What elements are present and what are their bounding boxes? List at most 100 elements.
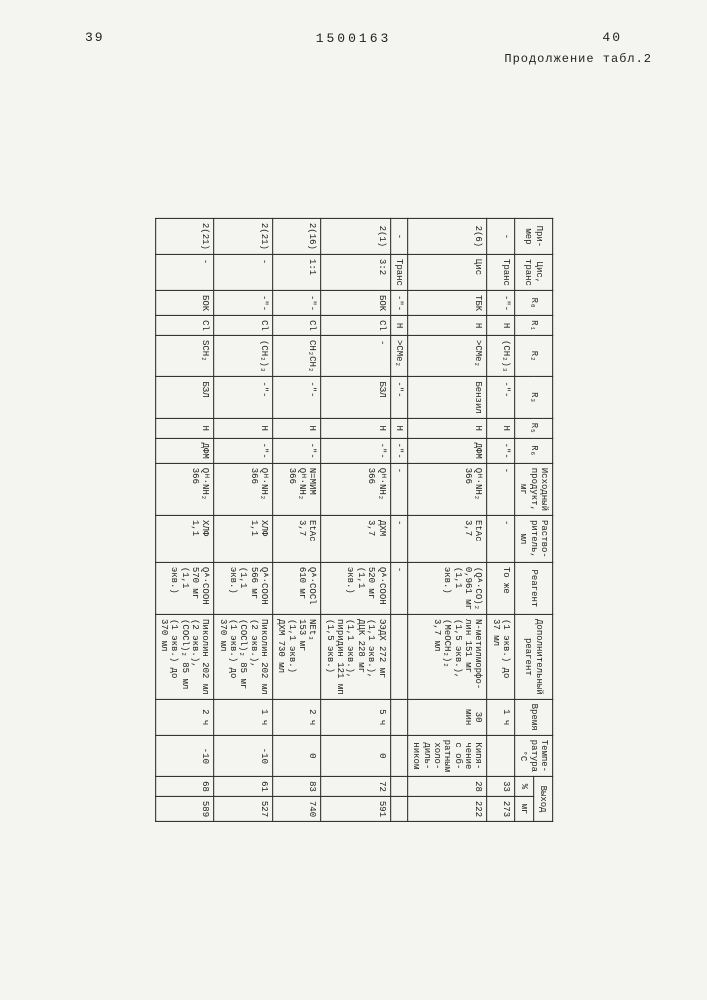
cell-vrem: 5 ч bbox=[321, 699, 390, 735]
cell-r5: H bbox=[155, 418, 214, 438]
cell-temp: Кипя- чение с об- ратным холо- диль- ник… bbox=[407, 735, 486, 776]
cell-dop: ЭЭДХ 272 мг (1,1 экв.), ДЦК 228 мг (1,1 … bbox=[321, 615, 390, 700]
cell-r6: -"- bbox=[321, 438, 390, 463]
cell-reag: - bbox=[390, 562, 407, 614]
cell-r1: Cl bbox=[321, 316, 390, 336]
cell-ish: - bbox=[486, 463, 514, 515]
cell-r2: (CH₂)₃ bbox=[214, 335, 273, 376]
th-r1: R₁ bbox=[514, 316, 552, 336]
th-ishod: Исходный продукт, мг bbox=[514, 463, 552, 515]
cell-temp: 0 bbox=[321, 735, 390, 776]
th-vremya: Время bbox=[514, 699, 552, 735]
cell-pct: 61 bbox=[214, 777, 273, 797]
th-r6: R₆ bbox=[514, 438, 552, 463]
cell-vrem bbox=[390, 699, 407, 735]
cell-reag: То же bbox=[486, 562, 514, 614]
page-num-right: 40 bbox=[602, 30, 622, 45]
th-vyhod: Выход bbox=[533, 777, 552, 822]
cell-r3: -"- bbox=[486, 377, 514, 418]
cell-r2: >CMe₂ bbox=[407, 335, 486, 376]
cell-ct: Цис bbox=[407, 254, 486, 290]
cell-r1: Cl bbox=[155, 316, 214, 336]
table-body: -Транс-"-H(CH₂)₃-"-H-"---То же(1 экв.) д… bbox=[155, 218, 514, 821]
cell-r1: H bbox=[486, 316, 514, 336]
cell-r3: -"- bbox=[214, 377, 273, 418]
page-num-left: 39 bbox=[85, 30, 105, 45]
cell-r1: H bbox=[390, 316, 407, 336]
cell-dop: NEt₃ 153 мг (1,1 экв.) ДХМ 730 мл bbox=[272, 615, 320, 700]
cell-vrem: 1 ч bbox=[214, 699, 273, 735]
cell-mg bbox=[390, 796, 407, 821]
cell-r6: ДФМ bbox=[155, 438, 214, 463]
table-row: -Транс-"-H(CH₂)₃-"-H-"---То же(1 экв.) д… bbox=[486, 218, 514, 821]
cell-r2: >CMe₂ bbox=[390, 335, 407, 376]
th-r2: R₂ bbox=[514, 335, 552, 376]
cell-ish: Qᴴ·NH₂ 366 bbox=[407, 463, 486, 515]
cell-r6: ДФМ bbox=[407, 438, 486, 463]
th-primer: При- мер bbox=[514, 218, 552, 254]
cell-rast: ДХМ 3,7 bbox=[321, 516, 390, 563]
cell-pct: 68 bbox=[155, 777, 214, 797]
cell-pct bbox=[390, 777, 407, 797]
cell-rast: - bbox=[390, 516, 407, 563]
cell-r3: Бензил bbox=[407, 377, 486, 418]
table-row: 2(21)-БОКClSCH₂БЗЛHДФМQᴴ·NH₂ 366ХЛФ 1,1Q… bbox=[155, 218, 214, 821]
cell-r0: ТБК bbox=[407, 290, 486, 315]
cell-r2: CH₂CH₂ bbox=[272, 335, 320, 376]
cell-primer: 2(6) bbox=[407, 218, 486, 254]
cell-temp: -10 bbox=[214, 735, 273, 776]
cell-dop: Пиколин 202 мл (2 экв.), (COCl)₂ 85 мг (… bbox=[214, 615, 273, 700]
cell-rast: EtAc 3,7 bbox=[272, 516, 320, 563]
cell-r0: -"- bbox=[214, 290, 273, 315]
cell-r0: БОК bbox=[321, 290, 390, 315]
cell-ish: Qᴴ·NH₂ 366 bbox=[214, 463, 273, 515]
th-r3: R₃ bbox=[514, 377, 552, 418]
cell-vrem: 30 мин bbox=[407, 699, 486, 735]
cell-r5: H bbox=[321, 418, 390, 438]
table-head: При- мер Цис, транс R₀ R₁ R₂ R₃ R₅ R₆ Ис… bbox=[514, 218, 552, 821]
cell-reag: Qᴬ·COCl 610 мг bbox=[272, 562, 320, 614]
cell-ish: Qᴴ·NH₂ 366 bbox=[155, 463, 214, 515]
cell-mg: 273 bbox=[486, 796, 514, 821]
cell-ct: 3:2 bbox=[321, 254, 390, 290]
th-vyhod-pct: % bbox=[514, 777, 533, 797]
data-table: При- мер Цис, транс R₀ R₁ R₂ R₃ R₅ R₆ Ис… bbox=[154, 218, 552, 822]
cell-ish: N=МИМ Qᴴ·NH₂ 366 bbox=[272, 463, 320, 515]
cell-primer: - bbox=[390, 218, 407, 254]
cell-r6: -"- bbox=[390, 438, 407, 463]
cell-primer: 2(21) bbox=[214, 218, 273, 254]
table-row: 2(6)ЦисТБКH>CMe₂БензилHДФМQᴴ·NH₂ 366EtAc… bbox=[407, 218, 486, 821]
cell-r2: - bbox=[321, 335, 390, 376]
table-row: 2(21)--"-Cl(CH₂)₃-"-H-"-Qᴴ·NH₂ 366ХЛФ 1,… bbox=[214, 218, 273, 821]
cell-ct: Транс bbox=[486, 254, 514, 290]
cell-reag: Qᴬ·COOH 566 мг (1,1 экв.) bbox=[214, 562, 273, 614]
cell-r0: -"- bbox=[486, 290, 514, 315]
cell-r2: (CH₂)₃ bbox=[486, 335, 514, 376]
cell-temp: -10 bbox=[155, 735, 214, 776]
cell-r6: -"- bbox=[214, 438, 273, 463]
cell-pct: 33 bbox=[486, 777, 514, 797]
th-r0: R₀ bbox=[514, 290, 552, 315]
cell-rast: ХЛФ 1,1 bbox=[214, 516, 273, 563]
cell-ct: - bbox=[214, 254, 273, 290]
cell-pct: 83 bbox=[272, 777, 320, 797]
cell-rast: - bbox=[486, 516, 514, 563]
cell-r6: -"- bbox=[486, 438, 514, 463]
cell-r1: Cl bbox=[214, 316, 273, 336]
cell-r3: БЗЛ bbox=[321, 377, 390, 418]
cell-r3: -"- bbox=[272, 377, 320, 418]
cell-r0: -"- bbox=[390, 290, 407, 315]
cell-mg: 589 bbox=[155, 796, 214, 821]
cell-pct: 28 bbox=[407, 777, 486, 797]
cell-dop: (1 экв.) до 37 мл bbox=[486, 615, 514, 700]
cell-mg: 740 bbox=[272, 796, 320, 821]
cell-ct: - bbox=[155, 254, 214, 290]
cell-r1: Cl bbox=[272, 316, 320, 336]
th-temp: Темпе- ратура °C bbox=[514, 735, 552, 776]
th-vyhod-mg: мг bbox=[514, 796, 533, 821]
cell-r3: БЗЛ bbox=[155, 377, 214, 418]
cell-temp bbox=[390, 735, 407, 776]
table-row: 2(1)3:2БОКCl-БЗЛH-"-Qᴴ·NH₂ 366ДХМ 3,7Qᴬ·… bbox=[321, 218, 390, 821]
cell-rast: EtAc 3,7 bbox=[407, 516, 486, 563]
cell-reag: Qᴬ·COOH 570 мг (1,1 экв.) bbox=[155, 562, 214, 614]
